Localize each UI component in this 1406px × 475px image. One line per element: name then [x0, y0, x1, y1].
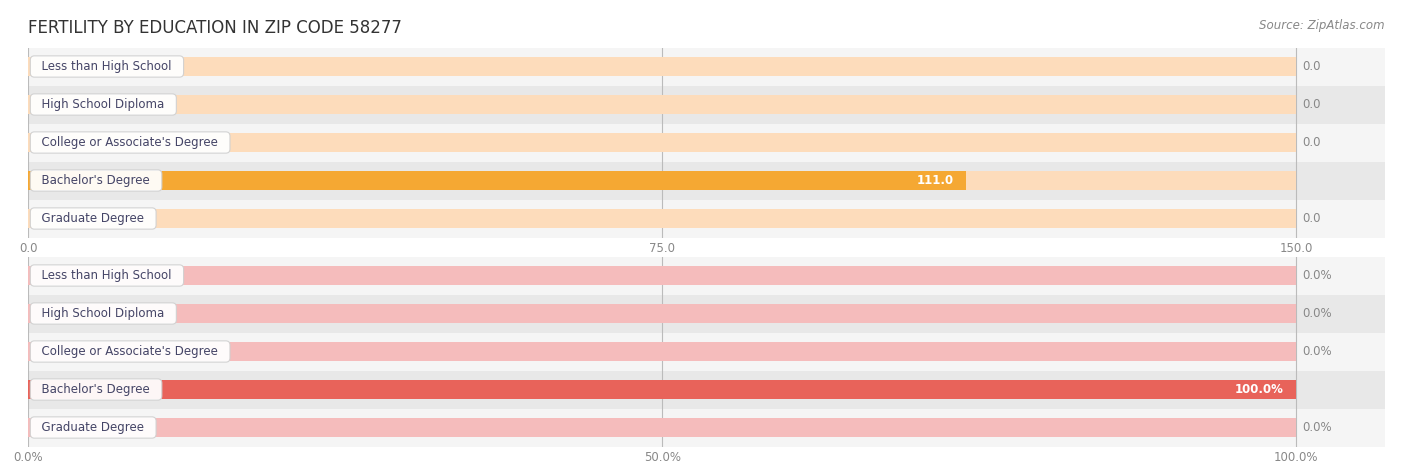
Text: Graduate Degree: Graduate Degree	[35, 421, 152, 434]
Bar	[28, 342, 1296, 361]
Bar	[28, 418, 1296, 437]
Bar	[28, 408, 1385, 446]
Bar	[28, 171, 1296, 190]
Text: Bachelor's Degree: Bachelor's Degree	[35, 383, 157, 396]
Bar	[28, 86, 1385, 124]
Text: 0.0: 0.0	[1302, 136, 1322, 149]
Text: High School Diploma: High School Diploma	[35, 307, 172, 320]
Text: 0.0%: 0.0%	[1302, 269, 1331, 282]
Bar	[28, 332, 1385, 371]
Bar	[28, 209, 1296, 228]
Text: Graduate Degree: Graduate Degree	[35, 212, 152, 225]
Bar	[28, 380, 1296, 399]
Text: Less than High School: Less than High School	[35, 269, 180, 282]
Text: Bachelor's Degree: Bachelor's Degree	[35, 174, 157, 187]
Text: FERTILITY BY EDUCATION IN ZIP CODE 58277: FERTILITY BY EDUCATION IN ZIP CODE 58277	[28, 19, 402, 37]
Text: 100.0%: 100.0%	[1234, 383, 1284, 396]
Bar	[28, 133, 1296, 152]
Text: 111.0: 111.0	[917, 174, 953, 187]
Bar	[28, 95, 1296, 114]
Bar	[28, 304, 1296, 323]
Text: 0.0: 0.0	[1302, 60, 1322, 73]
Text: 0.0: 0.0	[1302, 98, 1322, 111]
Bar	[28, 171, 966, 190]
Text: 0.0%: 0.0%	[1302, 345, 1331, 358]
Text: Less than High School: Less than High School	[35, 60, 180, 73]
Text: College or Associate's Degree: College or Associate's Degree	[35, 136, 226, 149]
Bar	[28, 266, 1296, 285]
Bar	[28, 294, 1385, 332]
Bar	[28, 370, 1385, 408]
Text: 0.0: 0.0	[1302, 212, 1322, 225]
Bar	[28, 57, 1296, 76]
Text: 0.0%: 0.0%	[1302, 421, 1331, 434]
Text: High School Diploma: High School Diploma	[35, 98, 172, 111]
Bar	[28, 48, 1385, 86]
Bar	[28, 380, 1296, 399]
Text: 0.0%: 0.0%	[1302, 307, 1331, 320]
Bar	[28, 200, 1385, 238]
Text: College or Associate's Degree: College or Associate's Degree	[35, 345, 226, 358]
Text: Source: ZipAtlas.com: Source: ZipAtlas.com	[1260, 19, 1385, 32]
Bar	[28, 256, 1385, 294]
Bar	[28, 124, 1385, 162]
Bar	[28, 162, 1385, 199]
